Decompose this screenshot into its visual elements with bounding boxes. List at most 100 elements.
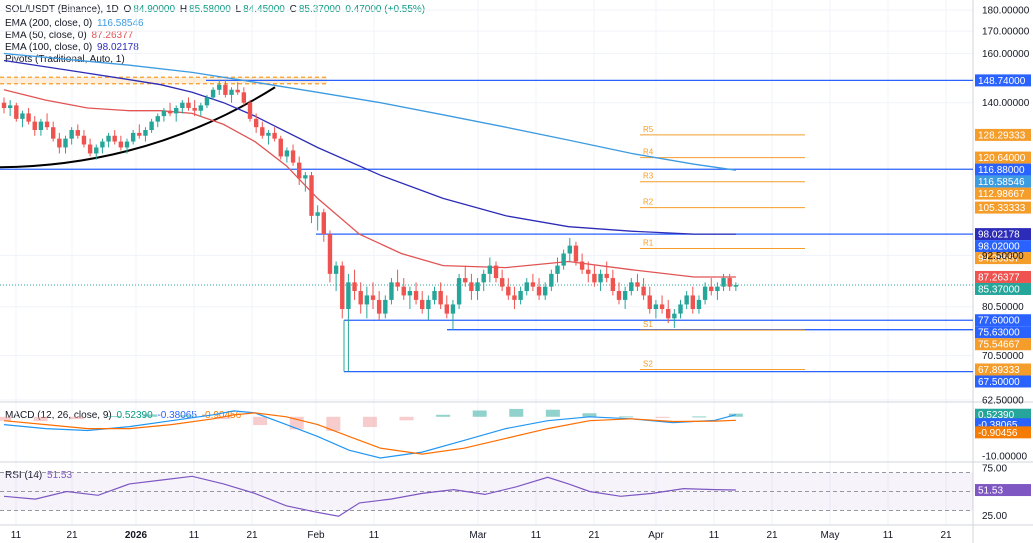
candle[interactable] [432,286,437,305]
candle[interactable] [346,273,351,372]
candle[interactable] [75,124,80,139]
candle[interactable] [297,156,302,185]
resistance-zone[interactable] [0,77,327,84]
candle[interactable] [420,291,425,314]
candle[interactable] [487,257,493,283]
price-badge[interactable] [975,314,1031,327]
candle[interactable] [715,282,720,300]
candle[interactable] [592,265,597,287]
candle[interactable] [493,261,499,283]
candle[interactable] [278,135,283,160]
candle[interactable] [118,135,124,151]
candle[interactable] [290,144,296,166]
candle[interactable] [143,127,148,142]
candle[interactable] [481,269,486,292]
candle[interactable] [426,295,431,321]
candle[interactable] [407,286,413,310]
candle[interactable] [38,118,44,136]
price-badge[interactable] [975,175,1031,188]
candle[interactable] [573,241,579,266]
candle[interactable] [512,286,517,310]
candle[interactable] [174,105,179,122]
candle[interactable] [87,138,93,157]
candle[interactable] [463,265,468,287]
candle[interactable] [229,87,234,103]
price-badge[interactable] [975,363,1031,376]
price-badge[interactable] [975,240,1031,253]
rsi-pane[interactable] [0,472,973,517]
candle[interactable] [616,282,622,305]
candle[interactable] [81,130,87,148]
candle[interactable] [702,282,708,305]
candle[interactable] [370,282,376,310]
price-badge[interactable] [975,228,1031,241]
candle[interactable] [401,278,406,300]
candle[interactable] [438,282,443,310]
candle[interactable] [721,273,726,292]
legend-ema200-row[interactable]: EMA (200, close, 0) 116.58546 [5,18,146,29]
candle[interactable] [604,261,609,283]
candle[interactable] [130,130,136,145]
candle[interactable] [641,278,646,300]
candle[interactable] [340,261,345,319]
candle[interactable] [358,282,363,314]
candle[interactable] [610,269,616,296]
macd-badge[interactable] [975,426,1031,439]
price-badge[interactable] [975,270,1031,283]
price-badge[interactable] [975,128,1031,141]
candle[interactable] [709,278,714,296]
price-badge[interactable] [975,163,1031,176]
candle[interactable] [543,282,548,300]
candle[interactable] [666,299,671,324]
candle[interactable] [186,97,191,111]
candle[interactable] [198,102,203,117]
price-badge[interactable] [975,151,1031,164]
candle[interactable] [32,116,37,136]
candle[interactable] [112,130,117,145]
ema100-line[interactable] [3,59,736,235]
candle[interactable] [57,132,62,154]
candle[interactable] [549,269,554,292]
candle[interactable] [524,278,529,296]
candle[interactable] [7,100,13,117]
candle[interactable] [149,118,154,133]
candle[interactable] [26,108,31,125]
legend-symbol[interactable]: SOL/USDT (Binance), 1D [5,4,119,15]
candle[interactable] [733,282,739,292]
price-badge[interactable] [975,326,1031,339]
candle[interactable] [690,286,695,314]
candle[interactable] [555,257,560,283]
candle[interactable] [536,278,542,300]
candle[interactable] [659,295,665,314]
rsi-line[interactable] [3,475,736,517]
candle[interactable] [450,299,456,330]
candle[interactable] [518,286,523,305]
macd-legend-row[interactable]: MACD (12, 26, close, 9) 0.52390 -0.38065… [5,410,243,421]
candle[interactable] [696,295,702,314]
macd-signal-line[interactable] [3,412,736,455]
candle[interactable] [20,110,25,128]
candle[interactable] [327,230,333,283]
candle[interactable] [684,291,689,310]
candle[interactable] [469,273,474,300]
price-badge[interactable] [975,187,1031,200]
price-badge[interactable] [975,252,1031,265]
legend-ema100-row[interactable]: EMA (100, close, 0) 98.02178 [5,42,141,53]
candle[interactable] [647,286,652,314]
candle[interactable] [635,273,640,292]
candle[interactable] [672,309,677,328]
rsi-badge[interactable] [975,484,1031,497]
candle[interactable] [266,130,271,145]
candle[interactable] [167,102,173,117]
candle[interactable] [475,278,480,300]
candle[interactable] [352,269,357,300]
candle[interactable] [364,286,370,319]
candle[interactable] [376,291,382,321]
rounding-bottom-arc[interactable] [0,86,276,169]
price-pane[interactable]: R5 R4 R3 R2 R1 S1 S2 [0,52,973,373]
candle[interactable] [44,113,50,131]
candle[interactable] [241,87,247,106]
ema50-line[interactable] [3,89,736,278]
candle[interactable] [321,208,326,242]
